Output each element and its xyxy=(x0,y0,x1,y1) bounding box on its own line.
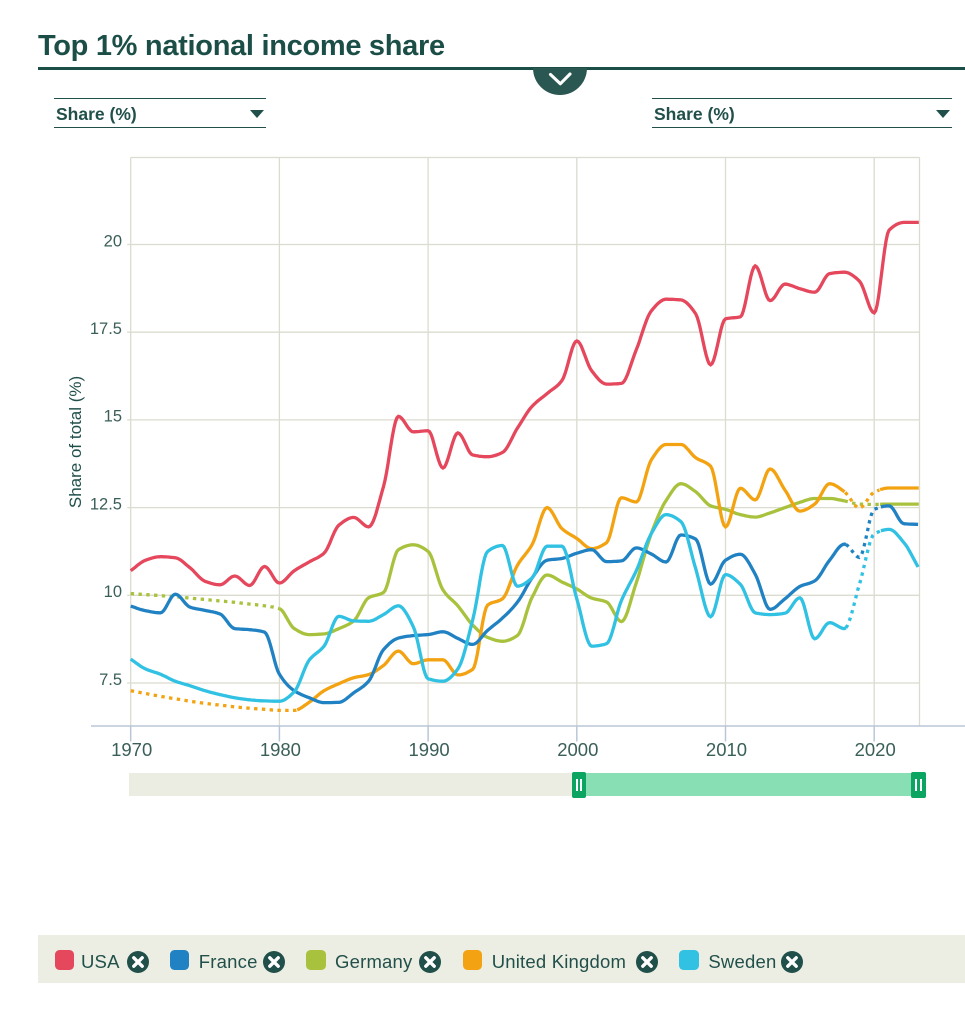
svg-text:17.5: 17.5 xyxy=(90,320,122,338)
svg-text:15: 15 xyxy=(104,408,122,426)
svg-text:Share of total (%): Share of total (%) xyxy=(66,376,85,508)
svg-text:10: 10 xyxy=(104,583,122,601)
svg-text:1990: 1990 xyxy=(409,739,450,760)
svg-text:1970: 1970 xyxy=(111,739,152,760)
svg-text:20: 20 xyxy=(104,232,122,250)
svg-text:12.5: 12.5 xyxy=(90,495,122,513)
svg-text:1980: 1980 xyxy=(260,739,301,760)
svg-text:7.5: 7.5 xyxy=(99,671,122,689)
svg-text:2020: 2020 xyxy=(855,739,896,760)
svg-text:2010: 2010 xyxy=(706,739,747,760)
svg-text:2000: 2000 xyxy=(557,739,598,760)
